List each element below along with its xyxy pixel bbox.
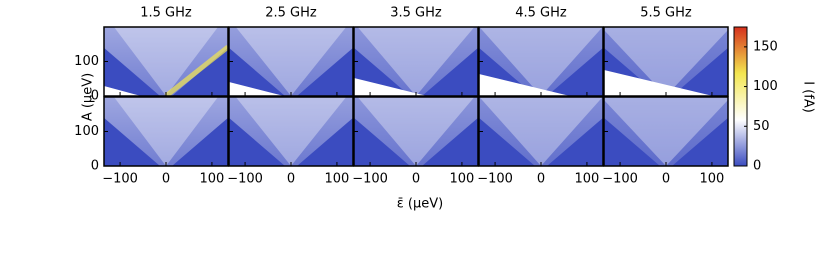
- heatmap-fan: [479, 27, 603, 96]
- heatmap-fan: [357, 97, 475, 166]
- y-tick-label: 100: [74, 54, 99, 69]
- panel-title: 3.5 GHz: [390, 6, 442, 21]
- heatmap-fan: [229, 27, 353, 96]
- y-tick-label: 0: [91, 89, 99, 104]
- blank-region: [229, 82, 284, 96]
- heatmap-panel: [229, 27, 353, 96]
- heatmap-panel: [479, 97, 603, 166]
- heatmap-panel: [104, 27, 228, 96]
- heatmap-panel: [604, 27, 728, 96]
- heatmap-fan: [354, 27, 478, 96]
- y-tick-label: 100: [74, 124, 99, 139]
- heatmap-fan: [479, 27, 603, 96]
- heatmap-fan: [235, 97, 347, 166]
- x-tick-label: 100: [450, 172, 475, 187]
- heatmap-fan: [229, 97, 353, 166]
- heatmap-panel: [354, 97, 478, 166]
- colorbar-tick-label: 150: [753, 39, 778, 54]
- colorbar: [733, 26, 748, 167]
- x-axis-label: ε̄ (μeV): [397, 197, 443, 212]
- x-tick-label: 100: [325, 172, 350, 187]
- blank-region: [104, 86, 141, 96]
- heatmap-panel: [104, 97, 228, 166]
- y-axis-label: A (μeV): [81, 73, 96, 121]
- heatmap-fan: [479, 97, 603, 166]
- heatmap-fan: [114, 97, 218, 166]
- heatmap-fan: [604, 97, 728, 166]
- y-tick-label: 0: [91, 159, 99, 174]
- colorbar-tick-label: 50: [753, 119, 770, 134]
- x-tick-label: 0: [287, 172, 295, 187]
- heatmap-fan: [604, 97, 728, 166]
- x-tick-label: 0: [537, 172, 545, 187]
- x-tick-label: −100: [352, 172, 388, 187]
- heatmap-panel: [604, 97, 728, 166]
- heatmap-fan: [104, 97, 228, 166]
- x-tick-label: 100: [575, 172, 600, 187]
- x-tick-label: −100: [477, 172, 513, 187]
- heatmap-panel: [354, 27, 478, 96]
- blank-region: [479, 74, 570, 96]
- colorbar-label: I (fA): [801, 81, 816, 113]
- panel-title: 4.5 GHz: [515, 6, 567, 21]
- x-tick-label: −100: [227, 172, 263, 187]
- heatmap-fan: [357, 27, 475, 96]
- x-tick-label: −100: [102, 172, 138, 187]
- x-tick-label: 100: [200, 172, 225, 187]
- panel-title: 5.5 GHz: [640, 6, 692, 21]
- heatmap-fan: [235, 27, 347, 96]
- x-tick-label: 100: [700, 172, 725, 187]
- heatmap-panel: [229, 97, 353, 166]
- heatmap-fan: [604, 27, 728, 96]
- colorbar-tick-label: 100: [753, 79, 778, 94]
- panel-title: 1.5 GHz: [140, 6, 192, 21]
- heatmap-fan: [604, 27, 728, 96]
- panel-title: 2.5 GHz: [265, 6, 317, 21]
- x-tick-label: 0: [162, 172, 170, 187]
- blank-region: [354, 78, 427, 96]
- blank-region: [604, 70, 713, 96]
- heatmap-fan: [479, 97, 603, 166]
- x-tick-label: 0: [412, 172, 420, 187]
- heatmap-fan: [354, 97, 478, 166]
- colorbar-tick-label: 0: [753, 159, 761, 174]
- heatmap-fan: [114, 27, 218, 96]
- x-tick-label: −100: [602, 172, 638, 187]
- heatmap-panel: [479, 27, 603, 96]
- heatmap-fan: [104, 27, 228, 96]
- x-tick-label: 0: [662, 172, 670, 187]
- resonance-line: [164, 45, 228, 96]
